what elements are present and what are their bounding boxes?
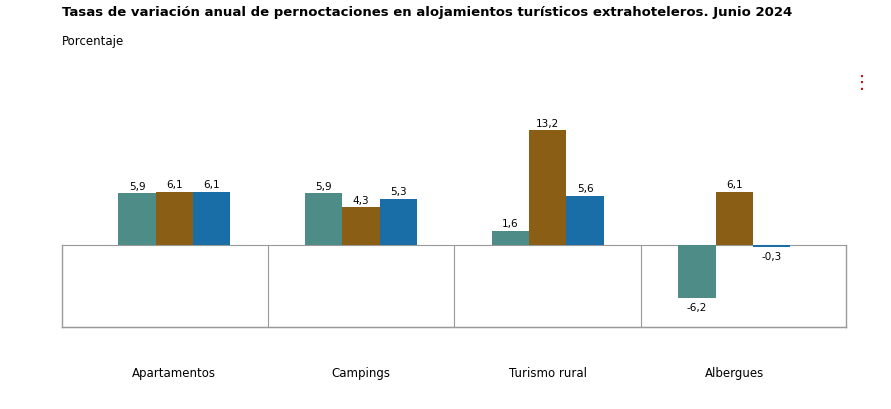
Bar <box>305 194 342 245</box>
Text: 5,6: 5,6 <box>576 184 593 194</box>
Text: 6,1: 6,1 <box>726 180 743 190</box>
Text: 4,3: 4,3 <box>353 195 370 205</box>
Bar <box>119 194 156 245</box>
Text: 13,2: 13,2 <box>536 118 560 128</box>
Bar <box>492 231 529 245</box>
Legend: Residentes, No
residentes, Total: Residentes, No residentes, Total <box>279 408 505 409</box>
Bar <box>678 245 715 299</box>
Text: 1,6: 1,6 <box>503 218 519 229</box>
Text: 5,9: 5,9 <box>315 181 332 191</box>
Text: Porcentaje: Porcentaje <box>62 35 125 48</box>
Bar <box>380 199 417 245</box>
Text: 5,3: 5,3 <box>390 187 406 197</box>
Bar <box>529 131 567 245</box>
Text: -6,2: -6,2 <box>687 302 707 312</box>
Bar <box>753 245 790 247</box>
Text: Tasas de variación anual de pernoctaciones en alojamientos turísticos extrahotel: Tasas de variación anual de pernoctacion… <box>62 6 793 19</box>
Text: 6,1: 6,1 <box>166 180 183 190</box>
Text: ⋮: ⋮ <box>854 74 871 92</box>
Bar <box>156 192 193 245</box>
Text: -0,3: -0,3 <box>762 251 782 261</box>
Bar <box>715 192 753 245</box>
Bar <box>567 197 604 245</box>
Text: 6,1: 6,1 <box>203 180 220 190</box>
Bar <box>342 208 380 245</box>
Text: 5,9: 5,9 <box>128 181 145 191</box>
Bar <box>193 192 231 245</box>
